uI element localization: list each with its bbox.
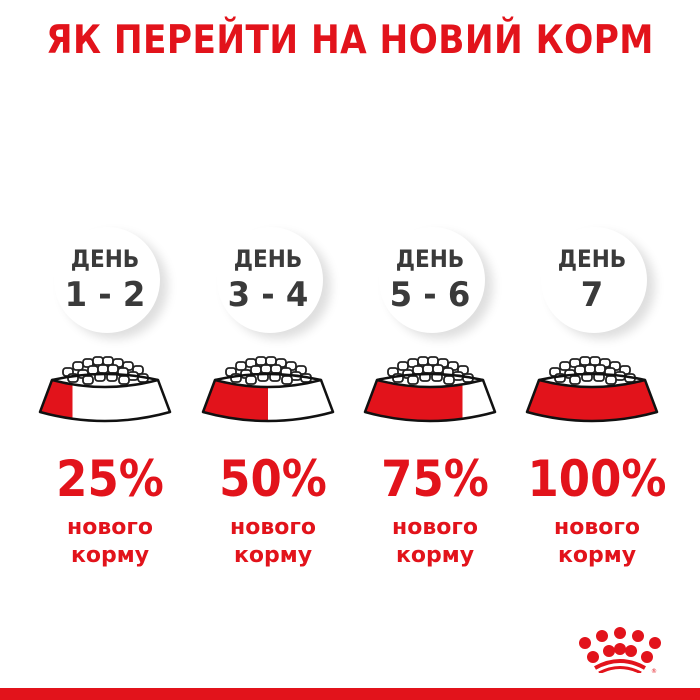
- kibble: [407, 375, 419, 385]
- percent: 100%: [527, 450, 667, 508]
- day-label: ДЕНЬ: [395, 245, 465, 273]
- kibble: [102, 356, 114, 366]
- kibble: [594, 364, 606, 374]
- kibble: [443, 375, 455, 385]
- caption-line1: нового: [392, 515, 478, 540]
- kibble: [72, 361, 84, 371]
- food-bowl-icon: [201, 356, 335, 423]
- kibble: [569, 375, 581, 385]
- percent: 75%: [381, 450, 489, 508]
- percent: 25%: [56, 450, 164, 508]
- step-1: ДЕНЬ 1 - 2 25% нового корму: [30, 215, 190, 595]
- kibble: [422, 364, 434, 374]
- bowl-outline: [525, 378, 659, 423]
- page-title: ЯК ПЕРЕЙТИ НА НОВИЙ КОРМ: [46, 18, 654, 63]
- day-circle: [217, 227, 323, 333]
- kibble: [559, 361, 571, 371]
- kibble: [82, 375, 94, 385]
- bowl-outline: [363, 378, 497, 423]
- kibble: [118, 375, 130, 385]
- kibble: [427, 356, 439, 366]
- bowl-rim: [214, 372, 322, 382]
- kibble: [432, 364, 444, 374]
- food-bowl-icon: [363, 356, 497, 423]
- registered-mark: ®: [651, 668, 657, 673]
- day-circle: [541, 227, 647, 333]
- bottom-bar: [0, 688, 700, 700]
- day-range: 7: [580, 275, 604, 315]
- day-label: ДЕНЬ: [70, 245, 140, 273]
- kibble: [255, 356, 267, 366]
- day-range: 1 - 2: [64, 275, 146, 315]
- step-3: ДЕНЬ 5 - 6 75% нового корму: [355, 215, 515, 595]
- kibble: [235, 361, 247, 371]
- caption-line2: корму: [557, 543, 637, 568]
- kibble: [605, 375, 617, 385]
- day-label: ДЕНЬ: [233, 245, 303, 273]
- kibble: [245, 375, 257, 385]
- caption-line1: нового: [230, 515, 316, 540]
- bowl-outline: [38, 378, 172, 423]
- day-range: 3 - 4: [227, 275, 309, 315]
- caption-line1: нового: [554, 515, 640, 540]
- kibble: [417, 356, 429, 366]
- kibble: [579, 356, 591, 366]
- kibble: [265, 356, 277, 366]
- kibble: [589, 356, 601, 366]
- day-circle: [379, 227, 485, 333]
- caption-line2: корму: [233, 543, 313, 568]
- bowl-outline: [201, 378, 335, 423]
- kibble: [97, 364, 109, 374]
- day-label: ДЕНЬ: [557, 245, 627, 273]
- kibble: [584, 364, 596, 374]
- caption-line1: нового: [67, 515, 153, 540]
- kibble: [270, 364, 282, 374]
- step-2: ДЕНЬ 3 - 4 50% нового корму: [193, 215, 353, 595]
- food-bowl-icon: [38, 356, 172, 423]
- step-4: ДЕНЬ 7 100% нового корму: [517, 215, 677, 595]
- kibble: [92, 356, 104, 366]
- caption-line2: корму: [70, 543, 150, 568]
- day-circle: [54, 227, 160, 333]
- kibble: [107, 364, 119, 374]
- kibble: [260, 364, 272, 374]
- bowl-rim: [51, 372, 159, 382]
- bowl-rim: [376, 372, 484, 382]
- food-bowl-icon: [525, 356, 659, 423]
- royal-canin-crown-icon: ®: [579, 627, 661, 673]
- kibble: [281, 375, 293, 385]
- percent: 50%: [219, 450, 327, 508]
- caption-line2: корму: [395, 543, 475, 568]
- bowl-rim: [538, 372, 646, 382]
- kibble: [397, 361, 409, 371]
- day-range: 5 - 6: [389, 275, 471, 315]
